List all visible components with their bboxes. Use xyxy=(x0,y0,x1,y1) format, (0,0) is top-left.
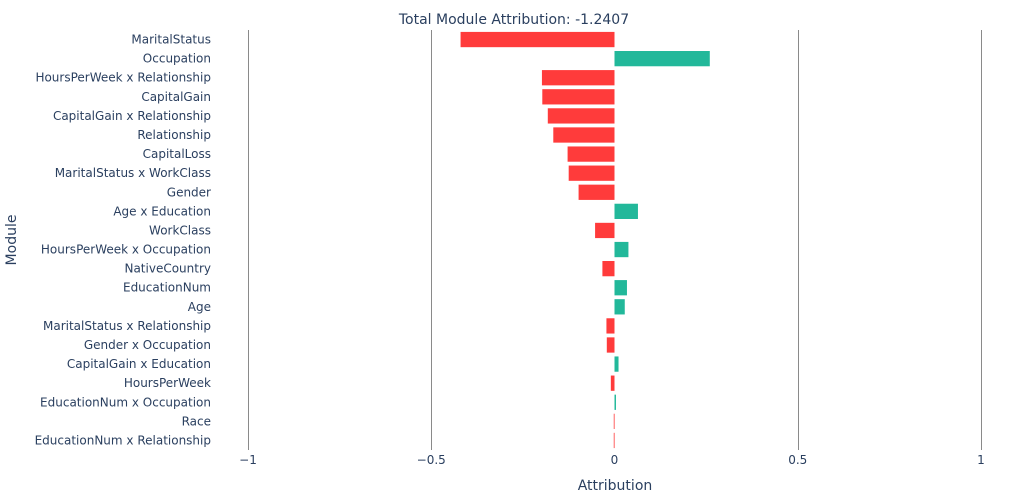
x-tick-label: −0.5 xyxy=(417,453,446,467)
bar[interactable] xyxy=(614,299,625,315)
y-tick-label: HoursPerWeek x Occupation xyxy=(41,243,211,257)
bar[interactable] xyxy=(541,70,615,86)
bar[interactable] xyxy=(613,413,615,429)
y-tick-label: Age x Education xyxy=(113,204,211,218)
x-tick-labels: −1 −0.5 0 0.5 1 xyxy=(239,453,985,467)
bar[interactable] xyxy=(542,89,615,105)
x-tick-label: −1 xyxy=(239,453,257,467)
y-tick-label: Relationship xyxy=(137,128,211,142)
bar[interactable] xyxy=(610,375,615,391)
y-tick-label: EducationNum xyxy=(123,281,211,295)
bar[interactable] xyxy=(614,394,616,410)
y-tick-label: HoursPerWeek xyxy=(124,376,211,390)
chart-title: Total Module Attribution: -1.2407 xyxy=(398,12,629,28)
y-tick-label: Race xyxy=(182,414,211,428)
bar[interactable] xyxy=(567,146,615,162)
y-tick-label: MaritalStatus xyxy=(131,33,211,47)
y-tick-label: HoursPerWeek x Relationship xyxy=(35,71,211,85)
y-tick-label: Occupation xyxy=(143,52,211,66)
bar[interactable] xyxy=(547,108,615,124)
y-tick-labels: MaritalStatus Occupation HoursPerWeek x Re… xyxy=(35,33,211,448)
bar[interactable] xyxy=(614,51,710,67)
y-tick-label: Gender x Occupation xyxy=(84,338,211,352)
bar-layer xyxy=(460,31,710,449)
y-axis-title: Module xyxy=(4,215,20,266)
y-tick-label: Gender xyxy=(167,185,211,199)
bar[interactable] xyxy=(613,432,615,449)
x-tick-label: 1 xyxy=(977,453,985,467)
bar[interactable] xyxy=(568,165,615,181)
bar[interactable] xyxy=(614,280,627,296)
bar[interactable] xyxy=(614,356,619,372)
y-tick-label: MaritalStatus x WorkClass xyxy=(55,166,211,180)
x-tick-label: 0.5 xyxy=(788,453,807,467)
y-tick-label: NativeCountry xyxy=(124,262,211,276)
grid-layer xyxy=(248,30,982,450)
y-tick-label: EducationNum x Relationship xyxy=(35,433,211,447)
y-tick-label: WorkClass xyxy=(149,223,211,237)
y-tick-label: CapitalGain xyxy=(141,90,211,104)
bar[interactable] xyxy=(602,261,615,277)
bar[interactable] xyxy=(606,318,615,334)
bar[interactable] xyxy=(595,222,615,239)
x-axis-title: Attribution xyxy=(578,478,653,494)
y-tick-label: CapitalGain x Relationship xyxy=(53,109,211,123)
bar[interactable] xyxy=(614,203,638,219)
bar[interactable] xyxy=(460,31,615,48)
bar[interactable] xyxy=(578,184,615,200)
y-tick-label: EducationNum x Occupation xyxy=(40,395,211,409)
y-tick-label: Age xyxy=(188,300,211,314)
y-tick-label: CapitalGain x Education xyxy=(67,357,211,371)
y-tick-label: CapitalLoss xyxy=(143,147,211,161)
bar[interactable] xyxy=(553,127,615,143)
y-tick-label: MaritalStatus x Relationship xyxy=(43,319,211,333)
x-tick-label: 0 xyxy=(611,453,619,467)
bar[interactable] xyxy=(606,337,615,353)
bar[interactable] xyxy=(614,241,629,258)
